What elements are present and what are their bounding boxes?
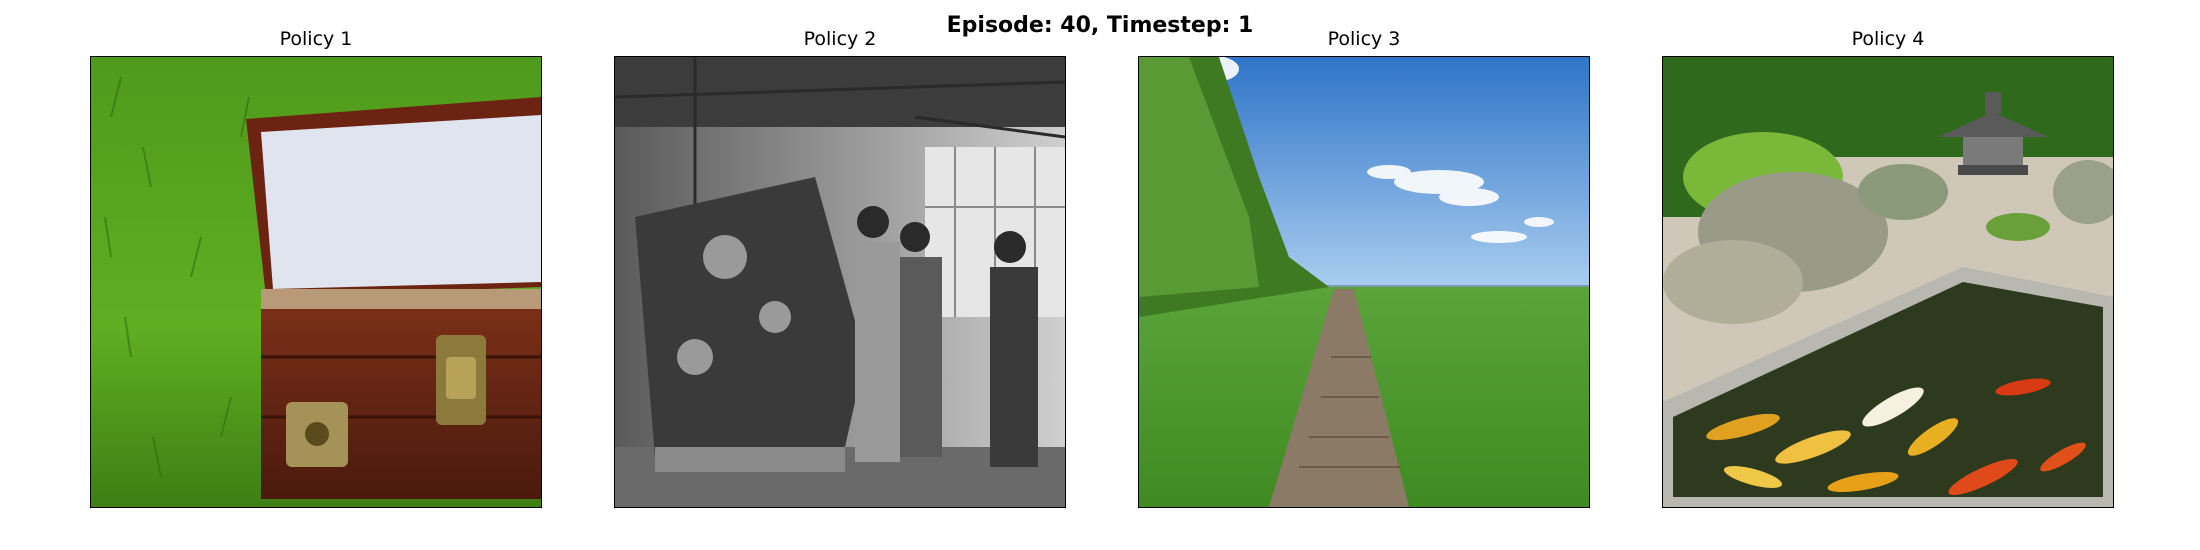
figure-title: Episode: 40, Timestep: 1 <box>946 13 1254 38</box>
panel-image-policy-3 <box>1138 56 1590 508</box>
panel-image-policy-4 <box>1662 56 2114 508</box>
panel-title-policy-2: Policy 2 <box>803 28 877 50</box>
panel-title-policy-4: Policy 4 <box>1851 28 1925 50</box>
panel-image-policy-2 <box>614 56 1066 508</box>
zen-garden-image <box>1663 57 2113 507</box>
panel-title-policy-1: Policy 1 <box>279 28 353 50</box>
panel-title-policy-3: Policy 3 <box>1327 28 1401 50</box>
vintage-factory-image <box>615 57 1065 507</box>
field-path-image <box>1139 57 1589 507</box>
panel-image-policy-1 <box>90 56 542 508</box>
treasure-chest-image <box>91 57 541 507</box>
